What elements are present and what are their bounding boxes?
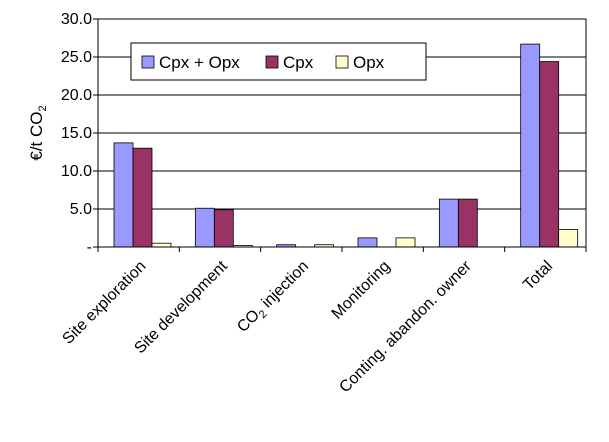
- bar: [357, 237, 378, 248]
- legend-swatch: [335, 55, 349, 69]
- bar: [395, 237, 416, 248]
- bar: [194, 207, 215, 248]
- y-tick-label: -: [87, 239, 92, 256]
- bar: [213, 209, 234, 248]
- legend-swatch: [265, 55, 279, 69]
- y-tick-label: 30.0: [61, 11, 92, 28]
- bar: [113, 142, 134, 248]
- bar: [539, 61, 560, 248]
- bar: [457, 198, 478, 248]
- y-tick-label: 20.0: [61, 87, 92, 104]
- axes: [93, 18, 587, 252]
- y-tick-label: 10.0: [61, 163, 92, 180]
- y-tick-label: 25.0: [61, 49, 92, 66]
- x-category-label: Total: [520, 258, 556, 294]
- bar: [558, 229, 579, 248]
- legend-entry-label: Opx: [353, 53, 385, 72]
- y-tick-label: 15.0: [61, 125, 92, 142]
- x-category-label: Monitoring: [329, 258, 394, 323]
- legend-swatch: [141, 55, 155, 69]
- x-category-label: CO2 injection: [234, 258, 314, 338]
- legend-box: [130, 42, 427, 81]
- bar: [151, 242, 172, 248]
- legend-entry-label: Cpx: [283, 53, 314, 72]
- y-axis-label: €/t CO2: [27, 105, 49, 160]
- y-tick-label: 5.0: [70, 201, 92, 218]
- x-category-label: Site exploration: [59, 258, 149, 348]
- bar: [132, 147, 153, 248]
- legend-entry-label: Cpx + Opx: [159, 53, 240, 72]
- legend: Cpx + Opx Cpx Opx: [130, 42, 427, 81]
- bar: [520, 43, 541, 248]
- bar: [438, 198, 459, 248]
- x-category-label: Conting. abandon. owner: [336, 257, 475, 396]
